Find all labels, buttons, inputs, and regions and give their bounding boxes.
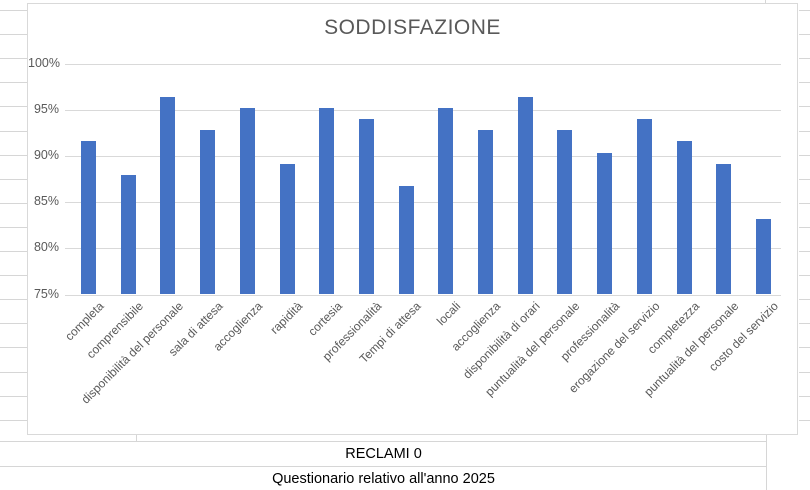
chart-title: SODDISFAZIONE <box>324 16 501 39</box>
h-gridline <box>65 294 781 296</box>
bar[interactable] <box>755 218 771 295</box>
x-tick-label: locali <box>434 299 464 329</box>
y-tick-label: 85% <box>33 194 59 209</box>
worksheet-gridline <box>0 34 27 35</box>
x-tick-label: cortesia <box>304 299 345 339</box>
worksheet-gridline <box>799 372 810 373</box>
bar[interactable] <box>279 163 295 295</box>
worksheet-gridline <box>799 299 810 300</box>
worksheet-gridline <box>0 82 27 83</box>
worksheet-gridline <box>765 0 766 3</box>
worksheet-gridline <box>136 435 137 441</box>
worksheet-gridline <box>0 10 27 11</box>
x-tick-label: costo del servizio <box>706 299 782 374</box>
bar[interactable] <box>716 163 732 295</box>
bar[interactable] <box>319 108 335 295</box>
bar[interactable] <box>636 119 652 295</box>
worksheet-gridline <box>0 372 27 373</box>
cell-questionario[interactable]: Questionario relativo all'anno 2025 <box>0 466 767 490</box>
worksheet-gridline <box>0 179 27 180</box>
cell-reclami[interactable]: RECLAMI 0 <box>0 441 767 466</box>
y-tick-label: 100% <box>28 56 60 70</box>
bar[interactable] <box>557 130 573 295</box>
worksheet-gridline <box>799 34 810 35</box>
worksheet-gridline <box>799 203 810 204</box>
worksheet-gridline <box>799 131 810 132</box>
bar[interactable] <box>398 185 414 295</box>
bar[interactable] <box>597 152 613 295</box>
worksheet-gridline <box>799 323 810 324</box>
worksheet-gridline <box>799 275 810 276</box>
worksheet-gridline <box>0 58 27 59</box>
worksheet-gridline <box>799 106 810 107</box>
worksheet-gridline <box>799 251 810 252</box>
bar[interactable] <box>239 108 255 295</box>
x-tick-label: rapidità <box>267 299 305 337</box>
bar[interactable] <box>478 130 493 295</box>
bar[interactable] <box>358 119 374 295</box>
bar[interactable] <box>517 97 533 295</box>
h-gridline <box>65 64 781 65</box>
worksheet-gridline <box>0 106 27 107</box>
y-tick-label: 75% <box>33 286 59 301</box>
worksheet-gridline <box>0 155 27 156</box>
worksheet-gridline <box>0 323 27 324</box>
worksheet-gridline <box>799 227 810 228</box>
worksheet-gridline <box>799 155 810 156</box>
worksheet-gridline <box>799 82 810 83</box>
worksheet-gridline <box>0 251 27 252</box>
worksheet-gridline <box>799 10 810 11</box>
y-tick-label: 80% <box>33 240 59 255</box>
worksheet-gridline <box>799 396 810 397</box>
h-gridline <box>65 110 781 112</box>
bar[interactable] <box>438 108 454 295</box>
h-gridline <box>65 156 781 158</box>
bar[interactable] <box>160 97 176 295</box>
worksheet-gridline <box>766 435 767 490</box>
worksheet-gridline <box>799 347 810 348</box>
worksheet-gridline <box>0 347 27 348</box>
y-tick-label: 95% <box>33 102 59 117</box>
bar[interactable] <box>120 174 136 295</box>
h-gridline <box>65 248 781 250</box>
worksheet-gridline <box>799 179 810 180</box>
worksheet-gridline <box>799 58 810 59</box>
worksheet-gridline <box>0 275 27 276</box>
worksheet-gridline <box>0 131 27 132</box>
worksheet-gridline <box>799 420 810 421</box>
worksheet-gridline <box>0 299 27 300</box>
bar[interactable] <box>81 141 96 295</box>
worksheet-gridline <box>0 420 27 421</box>
worksheet-gridline <box>0 227 27 228</box>
bar[interactable] <box>200 130 216 295</box>
h-gridline <box>65 202 781 204</box>
worksheet-gridline <box>0 203 27 204</box>
bar[interactable] <box>676 141 692 295</box>
chart-object[interactable]: SODDISFAZIONE 75% 80% 85% 90% 95% 100% complet… <box>27 3 798 435</box>
worksheet-gridline <box>0 396 27 397</box>
y-tick-label: 90% <box>33 148 59 163</box>
